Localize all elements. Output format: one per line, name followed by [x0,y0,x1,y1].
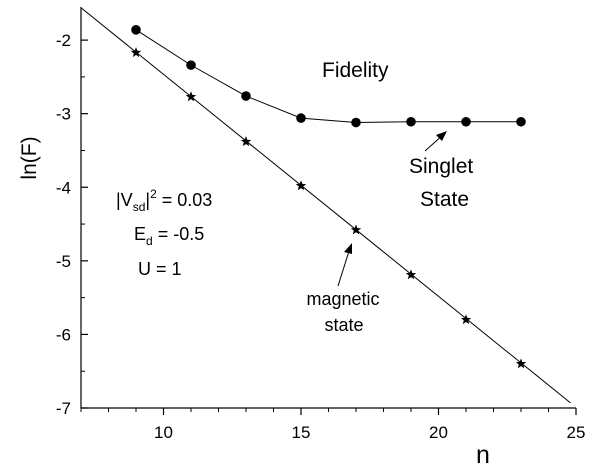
vsd-sub: sd [133,200,146,214]
vsd-sup: 2 [150,187,157,201]
singlet-point [351,117,361,128]
x-tick-label: 25 [567,423,586,442]
singlet-point [241,91,251,101]
y-tick-label: -7 [56,399,71,418]
vsd-bar: | [145,190,150,210]
singlet-point [516,116,526,127]
magnetic-point [295,180,307,191]
ed-value: = -0.5 [153,224,205,244]
vsd-value: = 0.03 [157,190,213,210]
singlet-arrowhead [436,131,447,141]
singlet-series-line [135,29,521,124]
magnetic-label-line2: state [324,315,363,335]
singlet-point [406,116,416,127]
magnetic-arrowhead [344,243,352,254]
singlet-point [131,25,141,35]
singlet-point [186,60,196,70]
ed-base: E [134,224,146,244]
ed-sub: d [146,234,153,248]
y-tick-label: -2 [56,31,71,50]
param-vsd: |Vsd|2 = 0.03 [116,187,212,214]
singlet-label-line1: Singlet [409,155,473,178]
param-u: U = 1 [138,259,182,279]
magnetic-point [460,314,472,325]
y-tick-label: -4 [56,178,71,197]
x-axis-title: n [476,441,490,467]
fit-line [80,7,571,404]
magnetic-point [130,47,142,58]
series-layer [130,25,527,369]
y-tick-label: -3 [56,105,71,124]
magnetic-annotation: magnetic state [306,243,380,335]
minor-ticks [80,76,549,412]
x-tick-label: 20 [429,423,448,442]
y-axis-title: ln(F) [18,136,41,179]
param-ed: Ed = -0.5 [134,224,204,248]
magnetic-point [405,269,417,280]
singlet-point [296,113,306,123]
magnetic-point [515,358,527,369]
tick-labels: 10 15 20 25 -7 -6 -5 -4 -3 -2 [56,31,586,442]
x-tick-label: 10 [154,423,173,442]
vsd-base: |V [116,190,133,210]
magnetic-arrow-shaft [337,247,351,287]
magnetic-point [185,91,197,102]
singlet-point [461,116,471,127]
chart-title: Fidelity [322,59,389,82]
magnetic-label-line1: magnetic [306,289,379,309]
plot-area: 10 15 20 25 -7 -6 -5 -4 -3 -2 [56,7,586,442]
singlet-annotation: Singlet State [409,131,473,211]
y-tick-label: -6 [56,325,71,344]
parameters-block: |Vsd|2 = 0.03 Ed = -0.5 U = 1 [116,187,212,279]
y-tick-label: -5 [56,252,71,271]
magnetic-point [240,136,252,147]
x-tick-label: 15 [292,423,311,442]
magnetic-point [350,224,362,235]
singlet-label-line2: State [420,188,469,211]
